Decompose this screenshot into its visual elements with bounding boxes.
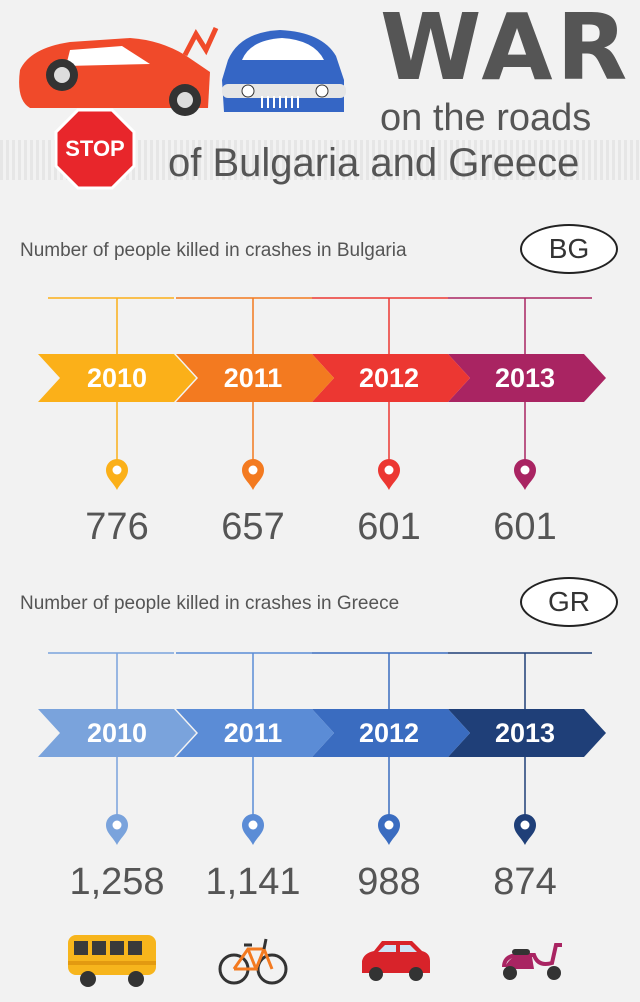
bicycle-icon [218,938,288,985]
bulgaria-year-label-3: 2013 [495,363,555,393]
greece-section-label: Number of people killed in crashes in Gr… [20,593,400,614]
crash-illustration: STOP [19,26,346,190]
bus-icon [68,935,156,987]
bulgaria-value-1: 657 [221,506,285,548]
location-pin-icon [106,814,128,845]
greece-badge: GR [520,577,618,627]
bulgaria-year-label-2: 2012 [359,363,419,393]
greece-value-2: 988 [357,861,421,903]
greece-value-0: 1,258 [69,861,165,903]
scooter-icon [502,943,562,980]
blue-car-icon [222,30,346,112]
bulgaria-timeline: 2013 2012 2011 2010 [38,297,606,490]
greece-year-segment-1 [176,709,334,757]
location-pin-icon [514,459,536,490]
bulgaria-value-3: 601 [493,506,557,548]
greece-year-segment-0 [38,709,196,757]
page-title: WAR [380,0,632,101]
greece-year-segment-2 [312,709,470,757]
location-pin-icon [378,814,400,845]
page-subtitle-line1: on the roads [380,97,592,139]
greece-year-label-1: 2011 [224,718,283,748]
greece-year-label-0: 2010 [87,718,147,748]
bulgaria-value-2: 601 [357,506,421,548]
greece-year-segment-3 [448,709,606,757]
location-pin-icon [514,814,536,845]
location-pin-icon [242,814,264,845]
bulgaria-section-label: Number of people killed in crashes in Bu… [20,240,407,261]
vehicle-icons-row [68,935,562,987]
stop-sign-label: STOP [65,136,125,161]
greece-year-label-3: 2013 [495,718,555,748]
location-pin-icon [106,459,128,490]
bulgaria-year-label-0: 2010 [87,363,147,393]
bulgaria-year-segment-0 [38,354,196,402]
bulgaria-year-segment-1 [176,354,334,402]
stop-sign-icon: STOP [54,108,136,190]
red-car-icon [19,26,219,116]
bulgaria-year-label-1: 2011 [224,363,283,393]
greece-timeline: 2013 2012 2011 2010 [38,652,606,845]
bulgaria-year-segment-3 [448,354,606,402]
location-pin-icon [378,459,400,490]
location-pin-icon [242,459,264,490]
page-subtitle-line2: of Bulgaria and Greece [168,141,580,185]
bulgaria-badge: BG [520,224,618,274]
car-icon [362,941,430,981]
greece-year-label-2: 2012 [359,718,419,748]
bulgaria-year-segment-2 [312,354,470,402]
greece-value-3: 874 [493,861,557,903]
greece-value-1: 1,141 [205,861,301,903]
bulgaria-value-0: 776 [85,506,149,548]
